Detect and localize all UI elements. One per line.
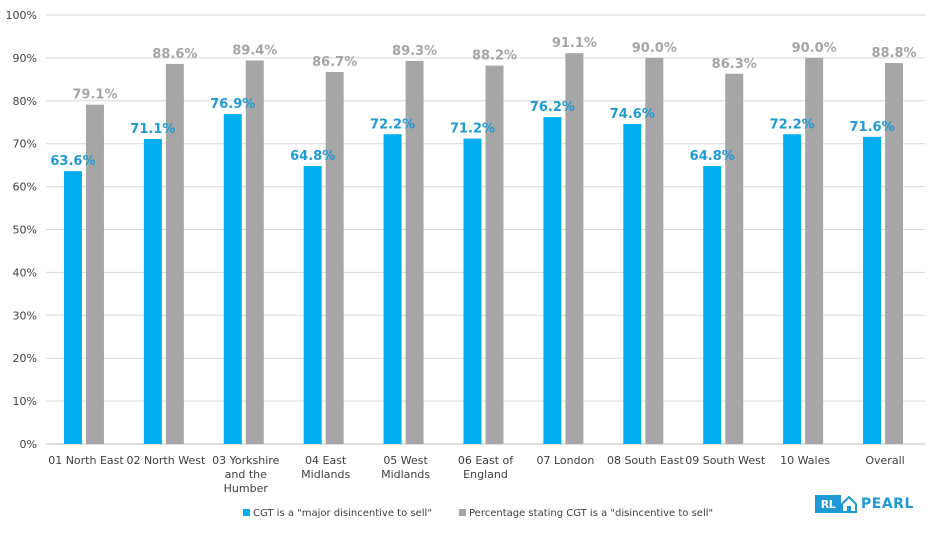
category-label-line: 03 Yorkshire bbox=[212, 454, 279, 467]
category-label-line: 01 North East bbox=[48, 454, 124, 467]
bar-major-disincentive bbox=[143, 138, 162, 444]
bar-disincentive bbox=[245, 60, 264, 444]
bar-major-disincentive bbox=[463, 138, 482, 444]
category-label-line: England bbox=[463, 468, 508, 481]
data-labels: 63.6% 79.1% 71.1% 88.6% 76.9% 89.4% 64.8% 86.7%… bbox=[50, 36, 916, 169]
data-label: 76.9% bbox=[210, 97, 255, 112]
data-label: 64.8% bbox=[290, 149, 335, 164]
data-label: 72.2% bbox=[370, 117, 415, 132]
category-label: 10 Wales bbox=[780, 454, 830, 467]
bar-major-disincentive bbox=[303, 166, 322, 444]
category-label: 02 North West bbox=[126, 454, 205, 467]
data-label: 71.6% bbox=[849, 120, 894, 135]
data-label: 86.7% bbox=[312, 55, 357, 70]
category-label-line: 05 West bbox=[383, 454, 428, 467]
data-label: 63.6% bbox=[50, 154, 95, 169]
category-label-line: 08 South East bbox=[607, 454, 684, 467]
data-label: 90.0% bbox=[792, 41, 837, 56]
y-tick-label: 90% bbox=[13, 52, 37, 65]
bar-disincentive bbox=[725, 73, 744, 444]
category-label-line: 10 Wales bbox=[780, 454, 830, 467]
category-label-line: 07 London bbox=[536, 454, 594, 467]
bar-disincentive bbox=[405, 60, 424, 444]
data-label: 72.2% bbox=[770, 117, 815, 132]
bar-major-disincentive bbox=[783, 134, 802, 444]
logo-mark-text: RL bbox=[820, 497, 836, 511]
y-tick-label: 70% bbox=[13, 138, 37, 151]
logo-text: PEARL bbox=[861, 496, 914, 512]
category-label: 01 North East bbox=[48, 454, 124, 467]
data-label: 76.2% bbox=[530, 100, 575, 115]
bar-major-disincentive bbox=[543, 117, 562, 445]
category-label-line: Midlands bbox=[381, 468, 430, 481]
house-icon bbox=[841, 495, 857, 513]
bar-disincentive bbox=[565, 53, 584, 444]
category-label-line: 02 North West bbox=[126, 454, 205, 467]
category-label: 07 London bbox=[536, 454, 594, 467]
bars bbox=[63, 53, 904, 445]
bar-major-disincentive bbox=[383, 134, 402, 444]
bar-disincentive bbox=[805, 57, 824, 445]
category-label-line: Overall bbox=[865, 454, 904, 467]
data-label: 89.4% bbox=[232, 43, 277, 58]
category-label: 09 South West bbox=[685, 454, 766, 467]
y-axis-ticks: 0% 10% 20% 30% 40% 50% 60% 70% 80% 90% 100% bbox=[6, 9, 37, 451]
legend: CGT is a "major disincentive to sell" Per… bbox=[243, 508, 713, 519]
data-label: 74.6% bbox=[610, 107, 655, 122]
y-tick-label: 0% bbox=[20, 438, 37, 451]
data-label: 79.1% bbox=[72, 88, 117, 103]
legend-swatch bbox=[243, 509, 250, 516]
category-label-line: Midlands bbox=[301, 468, 350, 481]
category-label: 06 East of England bbox=[458, 454, 514, 481]
bar-disincentive bbox=[485, 65, 504, 444]
category-label: 03 Yorkshire and the Humber bbox=[212, 454, 279, 495]
bar-major-disincentive bbox=[623, 123, 642, 444]
category-label-line: 04 East bbox=[305, 454, 347, 467]
bar-disincentive bbox=[165, 63, 184, 444]
legend-swatch bbox=[459, 509, 466, 516]
y-tick-label: 100% bbox=[6, 9, 37, 22]
y-tick-label: 80% bbox=[13, 95, 37, 108]
bar-major-disincentive bbox=[863, 136, 882, 444]
y-tick-label: 30% bbox=[13, 309, 37, 322]
bar-disincentive bbox=[85, 104, 104, 444]
bar-disincentive bbox=[645, 57, 664, 445]
x-axis-categories: 01 North East 02 North West 03 Yorkshire an… bbox=[48, 454, 904, 495]
data-label: 71.2% bbox=[450, 122, 495, 137]
y-tick-label: 60% bbox=[13, 181, 37, 194]
bar-disincentive bbox=[885, 63, 904, 444]
data-label: 89.3% bbox=[392, 44, 437, 59]
bar-major-disincentive bbox=[703, 166, 722, 444]
logo-mark: RL bbox=[815, 495, 841, 513]
data-label: 86.3% bbox=[712, 57, 757, 72]
data-label: 88.8% bbox=[871, 46, 916, 61]
data-label: 91.1% bbox=[552, 36, 597, 51]
data-label: 90.0% bbox=[632, 41, 677, 56]
category-label-line: 06 East of bbox=[458, 454, 514, 467]
category-label: 04 East Midlands bbox=[301, 454, 350, 481]
legend-label: CGT is a "major disincentive to sell" bbox=[253, 508, 432, 519]
data-label: 64.8% bbox=[690, 149, 735, 164]
category-label: Overall bbox=[865, 454, 904, 467]
bar-major-disincentive bbox=[63, 171, 82, 444]
bar-disincentive bbox=[325, 72, 344, 444]
legend-label: Percentage stating CGT is a "disincentiv… bbox=[469, 508, 713, 519]
category-label: 05 West Midlands bbox=[381, 454, 430, 481]
bar-major-disincentive bbox=[223, 114, 242, 444]
y-tick-label: 40% bbox=[13, 266, 37, 279]
y-tick-label: 50% bbox=[13, 224, 37, 237]
category-label-line: Humber bbox=[224, 482, 269, 495]
y-tick-label: 10% bbox=[13, 395, 37, 408]
category-label: 08 South East bbox=[607, 454, 684, 467]
category-label-line: and the bbox=[225, 468, 267, 481]
data-label: 88.6% bbox=[152, 47, 197, 62]
category-label-line: 09 South West bbox=[685, 454, 766, 467]
data-label: 71.1% bbox=[130, 122, 175, 137]
y-tick-label: 20% bbox=[13, 352, 37, 365]
data-label: 88.2% bbox=[472, 49, 517, 64]
